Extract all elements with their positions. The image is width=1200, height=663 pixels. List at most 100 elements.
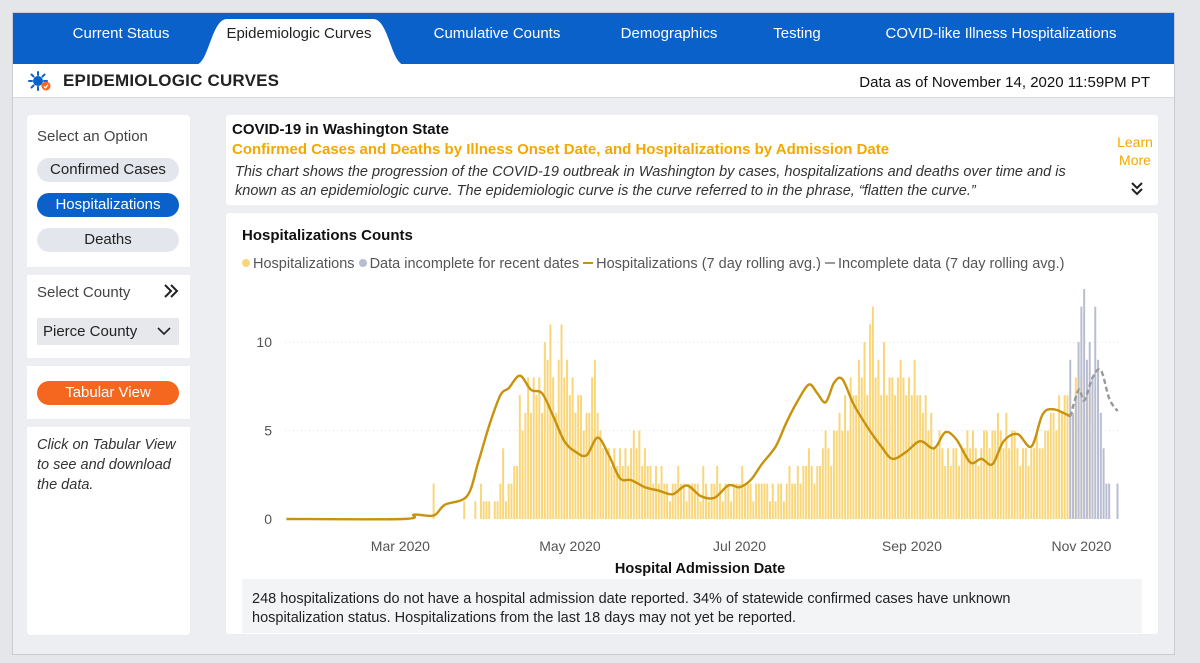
incomplete-bar xyxy=(1074,395,1077,519)
legend-swatch xyxy=(583,262,594,264)
legend-swatch xyxy=(242,259,250,267)
hospitalization-bar xyxy=(613,448,616,519)
hospitalization-bar xyxy=(718,483,721,519)
hospitalization-bar xyxy=(507,483,510,519)
info-description: This chart shows the progression of the … xyxy=(235,164,1066,199)
hospitalization-bar xyxy=(524,412,527,519)
hospitalization-bar xyxy=(554,412,557,519)
legend-swatch xyxy=(358,259,367,267)
hospitalization-bar xyxy=(946,448,949,519)
hospitalization-bar xyxy=(1005,412,1008,519)
legend-swatch xyxy=(824,262,835,264)
hospitalization-bar xyxy=(832,430,835,519)
hospitalization-bar xyxy=(938,430,941,519)
hospitalization-bar xyxy=(674,483,677,519)
hospitalization-bar xyxy=(874,377,877,519)
hospitalization-bar xyxy=(738,483,741,519)
tab-testing[interactable]: Testing xyxy=(773,25,821,42)
hospitalization-bar xyxy=(538,377,541,519)
hospitalization-bar xyxy=(432,483,435,519)
hospitalization-bar xyxy=(696,483,699,519)
page-title: EPIDEMIOLOGIC CURVES xyxy=(63,71,280,90)
tabular-view-button[interactable]: Tabular View xyxy=(37,381,179,405)
tab-cumulative-counts[interactable]: Cumulative Counts xyxy=(433,25,561,42)
hospitalization-bar xyxy=(885,395,888,519)
hospitalization-bar xyxy=(1060,412,1063,519)
hospitalization-bar xyxy=(844,395,847,519)
hospitalization-bar xyxy=(1055,430,1058,519)
sidebar-divider xyxy=(27,267,190,275)
hospitalization-bar xyxy=(877,359,880,519)
hospitalization-bar xyxy=(988,448,991,519)
hospitalization-bar xyxy=(769,501,771,519)
hospitalization-bar xyxy=(955,448,958,519)
hospitalization-bar xyxy=(782,501,785,519)
hospitalization-bar xyxy=(802,465,805,519)
hospitalization-bar xyxy=(624,448,627,519)
hospitalization-bar xyxy=(1022,448,1024,519)
hospitalization-bar xyxy=(463,501,466,519)
hospitalization-bar xyxy=(485,501,488,519)
hospitalization-bar xyxy=(902,377,905,519)
hospitalization-bar xyxy=(688,483,691,519)
legend-label: Data incomplete for recent dates xyxy=(369,256,580,272)
double-chevron-down-icon[interactable] xyxy=(1130,181,1144,197)
hospitalization-bar xyxy=(677,465,680,519)
tab-demographics[interactable]: Demographics xyxy=(620,25,718,42)
legend-item[interactable]: Incomplete data (7 day rolling avg.) xyxy=(824,256,1064,272)
tab-bar: Current Status Epidemiologic Curves Cumula… xyxy=(13,13,1174,65)
hospitalization-bar xyxy=(1066,395,1069,519)
hospitalization-bar xyxy=(493,501,496,519)
hospitalization-bar xyxy=(841,430,844,519)
hospitalization-bar xyxy=(532,377,535,519)
hospitalization-bar xyxy=(813,483,816,519)
double-chevron-right-icon[interactable] xyxy=(163,283,179,299)
legend-item[interactable]: Data incomplete for recent dates xyxy=(358,256,580,272)
hospitalization-bar xyxy=(721,501,724,519)
hospitalization-bar xyxy=(568,395,571,519)
hospitalization-bar xyxy=(541,412,544,519)
hospitalization-bar xyxy=(588,412,591,519)
tab-covid-like-illness-hospitalizations[interactable]: COVID-like Illness Hospitalizations xyxy=(885,25,1117,42)
select-option-label: Select an Option xyxy=(37,128,148,145)
hospitalization-bar xyxy=(935,448,938,519)
hospitalization-bar xyxy=(1044,430,1047,519)
county-select[interactable]: Pierce County xyxy=(37,318,179,345)
hospitalization-bar xyxy=(652,483,655,519)
hospitalization-bar xyxy=(838,412,841,519)
learn-more-link[interactable]: Learn More xyxy=(1117,134,1153,168)
hospitalization-bar xyxy=(560,324,563,519)
hospitalization-bar xyxy=(1016,448,1019,519)
option-hospitalizations[interactable]: Hospitalizations xyxy=(37,193,179,217)
hospitalization-bar xyxy=(830,465,833,519)
hospitalization-bar xyxy=(913,359,916,519)
tab-current-status[interactable]: Current Status xyxy=(72,25,170,42)
hospitalization-bar xyxy=(933,448,936,519)
chart-footnote: 248 hospitalizations do not have a hospi… xyxy=(252,591,1011,626)
hospitalization-bar xyxy=(516,465,519,519)
option-confirmed-cases[interactable]: Confirmed Cases xyxy=(37,158,179,182)
x-tick-label: Jul 2020 xyxy=(713,538,766,554)
hospitalization-bar xyxy=(869,324,872,519)
hospitalization-bar xyxy=(910,395,913,519)
hospitalization-bar xyxy=(785,483,788,519)
chart-card: Hospitalizations Counts Hospitalizations… xyxy=(226,213,1158,634)
hospitalization-bar xyxy=(752,501,755,519)
hospitalization-bar xyxy=(960,448,963,519)
hospitalization-bar xyxy=(796,465,799,519)
hospitalization-bar xyxy=(921,412,924,519)
county-select-value: Pierce County xyxy=(43,323,138,340)
hospitalization-bar xyxy=(927,430,930,519)
x-axis-label: Hospital Admission Date xyxy=(615,561,785,577)
hospitalization-bar xyxy=(577,395,580,519)
incomplete-bar xyxy=(1099,412,1102,519)
hospitalization-bar xyxy=(1024,448,1027,519)
hospitalization-bar xyxy=(649,465,652,519)
legend-item[interactable]: Hospitalizations (7 day rolling avg.) xyxy=(583,256,821,272)
legend-item[interactable]: Hospitalizations xyxy=(242,256,355,272)
hospitalization-bar xyxy=(819,465,822,519)
hospitalization-bar xyxy=(566,359,569,519)
tab-epidemiologic-curves[interactable]: Epidemiologic Curves xyxy=(226,25,372,42)
option-deaths[interactable]: Deaths xyxy=(37,228,179,252)
hospitalization-bar xyxy=(944,465,947,519)
